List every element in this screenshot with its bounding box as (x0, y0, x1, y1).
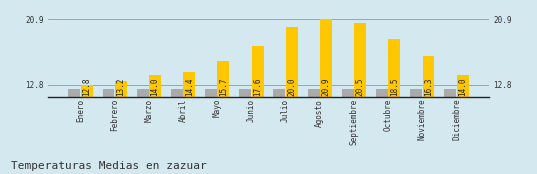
Text: 20.0: 20.0 (287, 78, 296, 96)
Bar (388, 39, 400, 97)
Bar (456, 75, 469, 97)
Bar (81, 85, 92, 97)
Bar (286, 27, 297, 97)
Text: 20.9: 20.9 (322, 78, 330, 96)
Bar (410, 89, 422, 97)
Bar (115, 81, 127, 97)
Bar (342, 89, 354, 97)
Bar (240, 89, 251, 97)
Text: 16.3: 16.3 (424, 78, 433, 96)
Bar (354, 22, 366, 97)
Bar (171, 89, 183, 97)
Bar (445, 89, 456, 97)
Text: 14.0: 14.0 (458, 78, 467, 96)
Bar (251, 46, 264, 97)
Text: 14.0: 14.0 (150, 78, 159, 96)
Text: 18.5: 18.5 (390, 78, 399, 96)
Bar (376, 89, 388, 97)
Text: Temperaturas Medias en zazuar: Temperaturas Medias en zazuar (11, 161, 207, 171)
Text: 12.8: 12.8 (82, 78, 91, 96)
Bar (308, 89, 320, 97)
Bar (273, 89, 286, 97)
Bar (217, 61, 229, 97)
Bar (183, 72, 195, 97)
Bar (423, 56, 434, 97)
Text: 20.5: 20.5 (355, 78, 365, 96)
Text: 13.2: 13.2 (117, 78, 125, 96)
Bar (320, 19, 332, 97)
Text: 15.7: 15.7 (219, 78, 228, 96)
Bar (103, 89, 114, 97)
Text: 14.4: 14.4 (185, 78, 194, 96)
Bar (205, 89, 217, 97)
Bar (68, 89, 81, 97)
Bar (149, 75, 161, 97)
Text: 17.6: 17.6 (253, 78, 262, 96)
Bar (137, 89, 149, 97)
